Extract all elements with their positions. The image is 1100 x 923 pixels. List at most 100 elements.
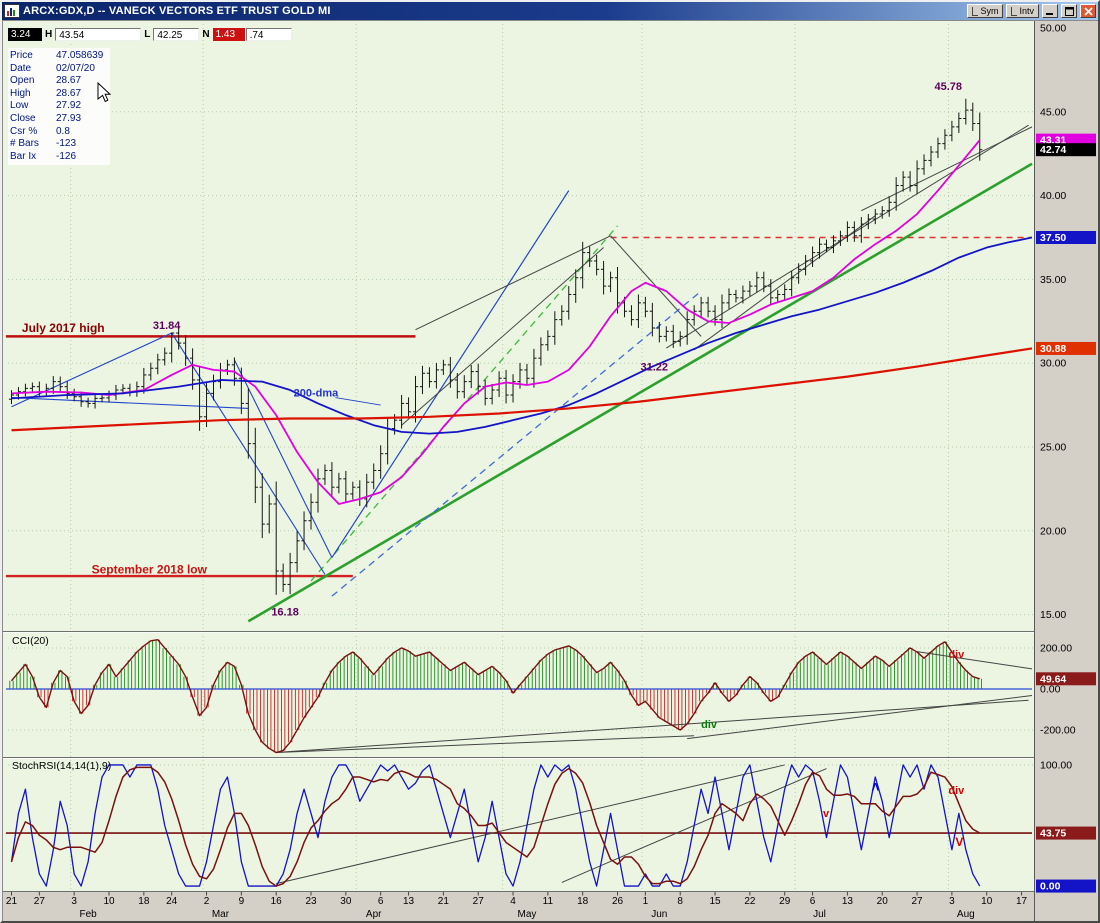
tab-glyph-icon xyxy=(972,6,979,16)
svg-text:0.00: 0.00 xyxy=(1040,881,1061,893)
info-row: Date 02/07/20 xyxy=(10,62,95,74)
svg-text:May: May xyxy=(518,909,537,920)
info-row: # Bars -123 xyxy=(10,138,77,150)
svg-text:23: 23 xyxy=(305,896,317,907)
svg-text:div: div xyxy=(948,785,965,797)
svg-text:Mar: Mar xyxy=(212,909,230,920)
price-chart-canvas[interactable]: July 2017 high 31.84 200-dma September 2018… xyxy=(2,20,1098,921)
svg-text:Feb: Feb xyxy=(79,909,97,920)
svg-text:-200.00: -200.00 xyxy=(1040,724,1076,736)
sym-button[interactable]: Sym xyxy=(967,4,1004,18)
svg-text:V: V xyxy=(955,835,963,849)
svg-text:2: 2 xyxy=(204,896,210,907)
svg-text:Jun: Jun xyxy=(651,909,667,920)
svg-text:21: 21 xyxy=(438,896,450,907)
maximize-button[interactable] xyxy=(1061,4,1077,18)
svg-text:8: 8 xyxy=(677,896,683,907)
info-row: Price 47.058639 xyxy=(10,50,104,61)
quote-last: 3.24 xyxy=(8,28,42,41)
svg-text:CCI(20): CCI(20) xyxy=(12,635,49,647)
cursor-info-panel: Price 47.058639 Date 02/07/20 Open 28.67 Hi… xyxy=(8,48,110,166)
svg-text:11: 11 xyxy=(543,896,554,907)
intv-button[interactable]: Intv xyxy=(1006,4,1039,18)
svg-text:15: 15 xyxy=(709,896,721,907)
svg-text:Jul: Jul xyxy=(813,909,826,920)
quote-net-pct: .74 xyxy=(245,28,292,41)
svg-text:24: 24 xyxy=(166,896,178,907)
svg-text:13: 13 xyxy=(403,896,415,907)
svg-text:40.00: 40.00 xyxy=(1040,190,1066,202)
svg-text:43.75: 43.75 xyxy=(1040,828,1066,840)
svg-text:45.00: 45.00 xyxy=(1040,106,1066,118)
svg-text:13: 13 xyxy=(842,896,854,907)
svg-text:July 2017 high: July 2017 high xyxy=(22,321,105,335)
svg-text:Apr: Apr xyxy=(366,909,382,920)
quote-high: 43.54 xyxy=(55,28,142,41)
chart-area: July 2017 high 31.84 200-dma September 2018… xyxy=(2,20,1098,921)
svg-text:1: 1 xyxy=(643,896,649,907)
tab-glyph-icon xyxy=(1011,6,1018,16)
svg-text:9: 9 xyxy=(239,896,245,907)
info-row: Low 27.92 xyxy=(10,100,82,112)
svg-text:3: 3 xyxy=(949,896,955,907)
svg-text:31.22: 31.22 xyxy=(641,362,669,374)
svg-text:15.00: 15.00 xyxy=(1040,609,1066,621)
svg-text:17: 17 xyxy=(1016,896,1028,907)
svg-text:18: 18 xyxy=(138,896,150,907)
quote-low-label: L xyxy=(144,29,151,40)
info-row: Close 27.93 xyxy=(10,112,82,124)
svg-text:35.00: 35.00 xyxy=(1040,274,1066,286)
svg-text:10: 10 xyxy=(103,896,115,907)
window-title: ARCX:GDX,D -- VANECK VECTORS ETF TRUST G… xyxy=(23,5,331,17)
svg-text:StochRSI(14,14(1),9): StochRSI(14,14(1),9) xyxy=(12,760,111,772)
svg-text:Λ: Λ xyxy=(872,781,880,793)
quote-net: 1.43 xyxy=(212,28,245,41)
titlebar[interactable]: ARCX:GDX,D -- VANECK VECTORS ETF TRUST G… xyxy=(2,2,1098,20)
svg-text:0.00: 0.00 xyxy=(1040,683,1061,695)
quote-net-label: N xyxy=(202,29,210,40)
svg-text:200.00: 200.00 xyxy=(1040,642,1072,654)
close-button[interactable] xyxy=(1080,4,1096,18)
svg-text:26: 26 xyxy=(612,896,624,907)
svg-text:27: 27 xyxy=(34,896,46,907)
info-row: Bar Ix -126 xyxy=(10,150,77,162)
minimize-icon xyxy=(1046,13,1053,15)
svg-text:27: 27 xyxy=(911,896,923,907)
svg-text:29: 29 xyxy=(779,896,791,907)
minimize-button[interactable] xyxy=(1042,4,1058,18)
svg-text:3: 3 xyxy=(71,896,77,907)
svg-text:30: 30 xyxy=(340,896,352,907)
svg-text:100.00: 100.00 xyxy=(1040,759,1072,771)
svg-text:49.64: 49.64 xyxy=(1040,673,1066,685)
svg-text:September 2018 low: September 2018 low xyxy=(92,563,208,577)
svg-text:37.50: 37.50 xyxy=(1040,232,1066,244)
quote-strip: 3.24 H 43.54 L 42.25 N 1.43 .74 xyxy=(8,28,292,41)
svg-text:div: div xyxy=(701,719,718,731)
svg-text:22: 22 xyxy=(744,896,756,907)
svg-text:200-dma: 200-dma xyxy=(294,388,340,400)
quote-low: 42.25 xyxy=(153,28,200,41)
quote-high-label: H xyxy=(45,29,53,40)
svg-text:18: 18 xyxy=(577,896,589,907)
close-icon xyxy=(1083,6,1093,16)
info-row: Open 28.67 xyxy=(10,75,82,87)
svg-text:25.00: 25.00 xyxy=(1040,441,1066,453)
svg-text:45.78: 45.78 xyxy=(934,81,962,93)
svg-text:20: 20 xyxy=(877,896,889,907)
svg-text:30.00: 30.00 xyxy=(1040,358,1066,370)
maximize-icon xyxy=(1064,6,1074,16)
svg-text:6: 6 xyxy=(810,896,816,907)
mouse-cursor-icon xyxy=(97,82,111,103)
svg-text:div: div xyxy=(948,649,965,661)
info-row: Csr % 0.8 xyxy=(10,125,70,137)
svg-text:21: 21 xyxy=(6,896,18,907)
svg-text:50.00: 50.00 xyxy=(1040,23,1066,35)
svg-text:6: 6 xyxy=(378,896,384,907)
svg-text:42.74: 42.74 xyxy=(1040,144,1066,156)
svg-text:20.00: 20.00 xyxy=(1040,525,1066,537)
svg-text:v: v xyxy=(823,808,830,820)
svg-text:Aug: Aug xyxy=(957,909,975,920)
app-icon xyxy=(4,4,20,18)
svg-text:16.18: 16.18 xyxy=(271,606,299,618)
